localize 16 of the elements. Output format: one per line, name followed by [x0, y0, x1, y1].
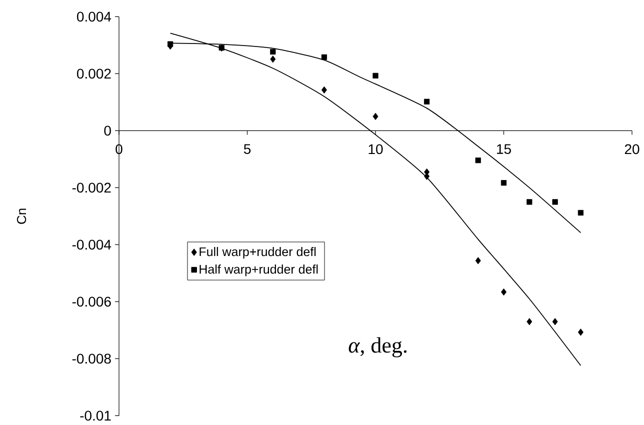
y-tick-label: -0.006 [72, 296, 111, 307]
y-tick-label: -0.004 [72, 240, 112, 250]
x-axis-title: α, deg. [348, 337, 406, 358]
x-tick-label: 20 [624, 144, 640, 154]
y-axis-title: Cn [16, 208, 26, 224]
legend-label: Full warp+rudder defl [200, 246, 316, 259]
y-tick-label: -0.002 [72, 182, 111, 193]
y-tick-label: 0 [104, 126, 111, 136]
y-tick-label: 0.004 [76, 12, 112, 22]
y-tick-label: -0.008 [72, 354, 111, 364]
x-tick-label: 10 [368, 144, 383, 154]
x-tick-label: 15 [497, 144, 511, 154]
x-tick-label: 5 [244, 144, 251, 154]
y-tick-label: 0.002 [76, 68, 111, 79]
y-tick-label: -0.01 [80, 410, 111, 421]
legend-label: Half warp+rudder defl [200, 264, 318, 276]
